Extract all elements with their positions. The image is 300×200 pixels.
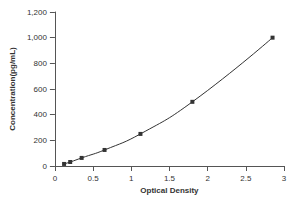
svg-text:1,200: 1,200 <box>27 8 48 17</box>
svg-text:400: 400 <box>34 110 48 119</box>
svg-text:2.5: 2.5 <box>240 174 252 183</box>
svg-text:2: 2 <box>205 174 210 183</box>
svg-text:800: 800 <box>34 59 48 68</box>
svg-text:600: 600 <box>34 85 48 94</box>
svg-text:0.5: 0.5 <box>88 174 100 183</box>
svg-text:3: 3 <box>282 174 287 183</box>
svg-text:0: 0 <box>42 162 47 171</box>
svg-text:200: 200 <box>34 136 48 145</box>
svg-text:Optical Density: Optical Density <box>140 186 199 195</box>
svg-text:Concentration(pg/mL): Concentration(pg/mL) <box>8 47 17 131</box>
svg-text:0: 0 <box>53 174 58 183</box>
svg-text:1.5: 1.5 <box>164 174 176 183</box>
svg-text:1,000: 1,000 <box>27 33 48 42</box>
svg-text:1: 1 <box>129 174 134 183</box>
